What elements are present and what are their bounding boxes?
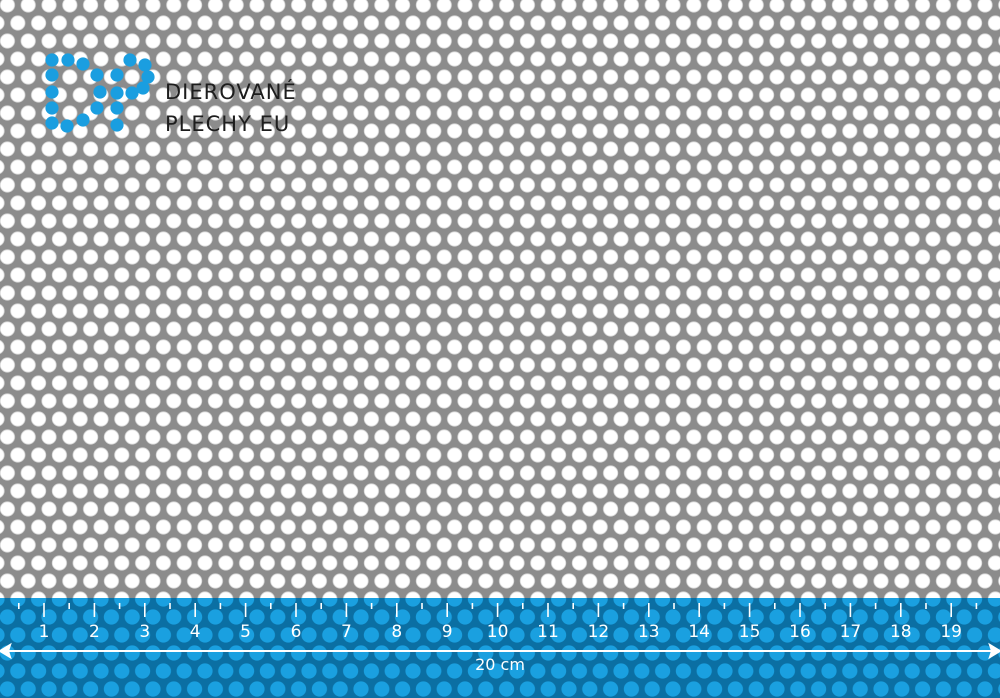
measure-arrow — [0, 642, 1000, 660]
ruler-mark-label: 19 — [940, 622, 963, 642]
logo-dot — [136, 81, 150, 95]
ruler-mark-label: 10 — [486, 622, 509, 642]
ruler-mark-label: 12 — [587, 622, 610, 642]
ruler-mark-label: 9 — [441, 622, 453, 642]
logo-dot — [60, 119, 74, 133]
brand-name: DIEROVANÉ PLECHY EU — [165, 76, 297, 140]
ruler-total-length: 20 cm — [475, 655, 525, 674]
brand-line-1: DIEROVANÉ — [165, 80, 297, 104]
ruler-mark-label: 8 — [391, 622, 403, 642]
ruler-mark-label: 4 — [189, 622, 201, 642]
logo-dot — [110, 86, 124, 100]
logo-dot — [61, 53, 75, 67]
ruler-mark-label: 16 — [789, 622, 811, 642]
logo-dot — [45, 68, 59, 82]
ruler-mark-label: 5 — [240, 622, 252, 642]
logo-dots-icon — [45, 53, 155, 133]
ruler-mark-label: 2 — [88, 622, 100, 642]
ruler-mark-label: 3 — [139, 622, 151, 642]
ruler-mark-label: 1 — [38, 622, 50, 642]
ruler-mark-label: 7 — [340, 622, 352, 642]
brand-line-2: PLECHY EU — [165, 112, 291, 136]
logo-dot — [90, 101, 104, 115]
ruler-mark-label: 17 — [839, 622, 862, 642]
ruler-mark-label: 15 — [738, 622, 761, 642]
logo-dot — [110, 118, 124, 132]
ruler-band — [0, 598, 1000, 698]
logo-dot — [45, 85, 59, 99]
logo-dot — [138, 58, 152, 72]
ruler-mark-label: 13 — [637, 622, 660, 642]
logo-dot — [45, 116, 59, 130]
logo-dot — [110, 101, 124, 115]
logo-dot — [45, 53, 59, 67]
ruler-mark-label: 11 — [537, 622, 559, 642]
logo-dot — [90, 68, 104, 82]
logo-dot — [76, 57, 90, 71]
logo-dot — [123, 53, 137, 67]
ruler-mark-label: 18 — [889, 622, 912, 642]
ruler-mark-label: 6 — [290, 622, 302, 642]
logo-dot — [45, 101, 59, 115]
logo-dot — [76, 113, 90, 127]
ruler-ticks — [17, 603, 978, 617]
logo-dot — [93, 85, 107, 99]
ruler-mark-label: 14 — [688, 622, 711, 642]
logo-dot — [125, 86, 139, 100]
logo-dot — [110, 68, 124, 82]
logo-dot — [141, 70, 155, 84]
